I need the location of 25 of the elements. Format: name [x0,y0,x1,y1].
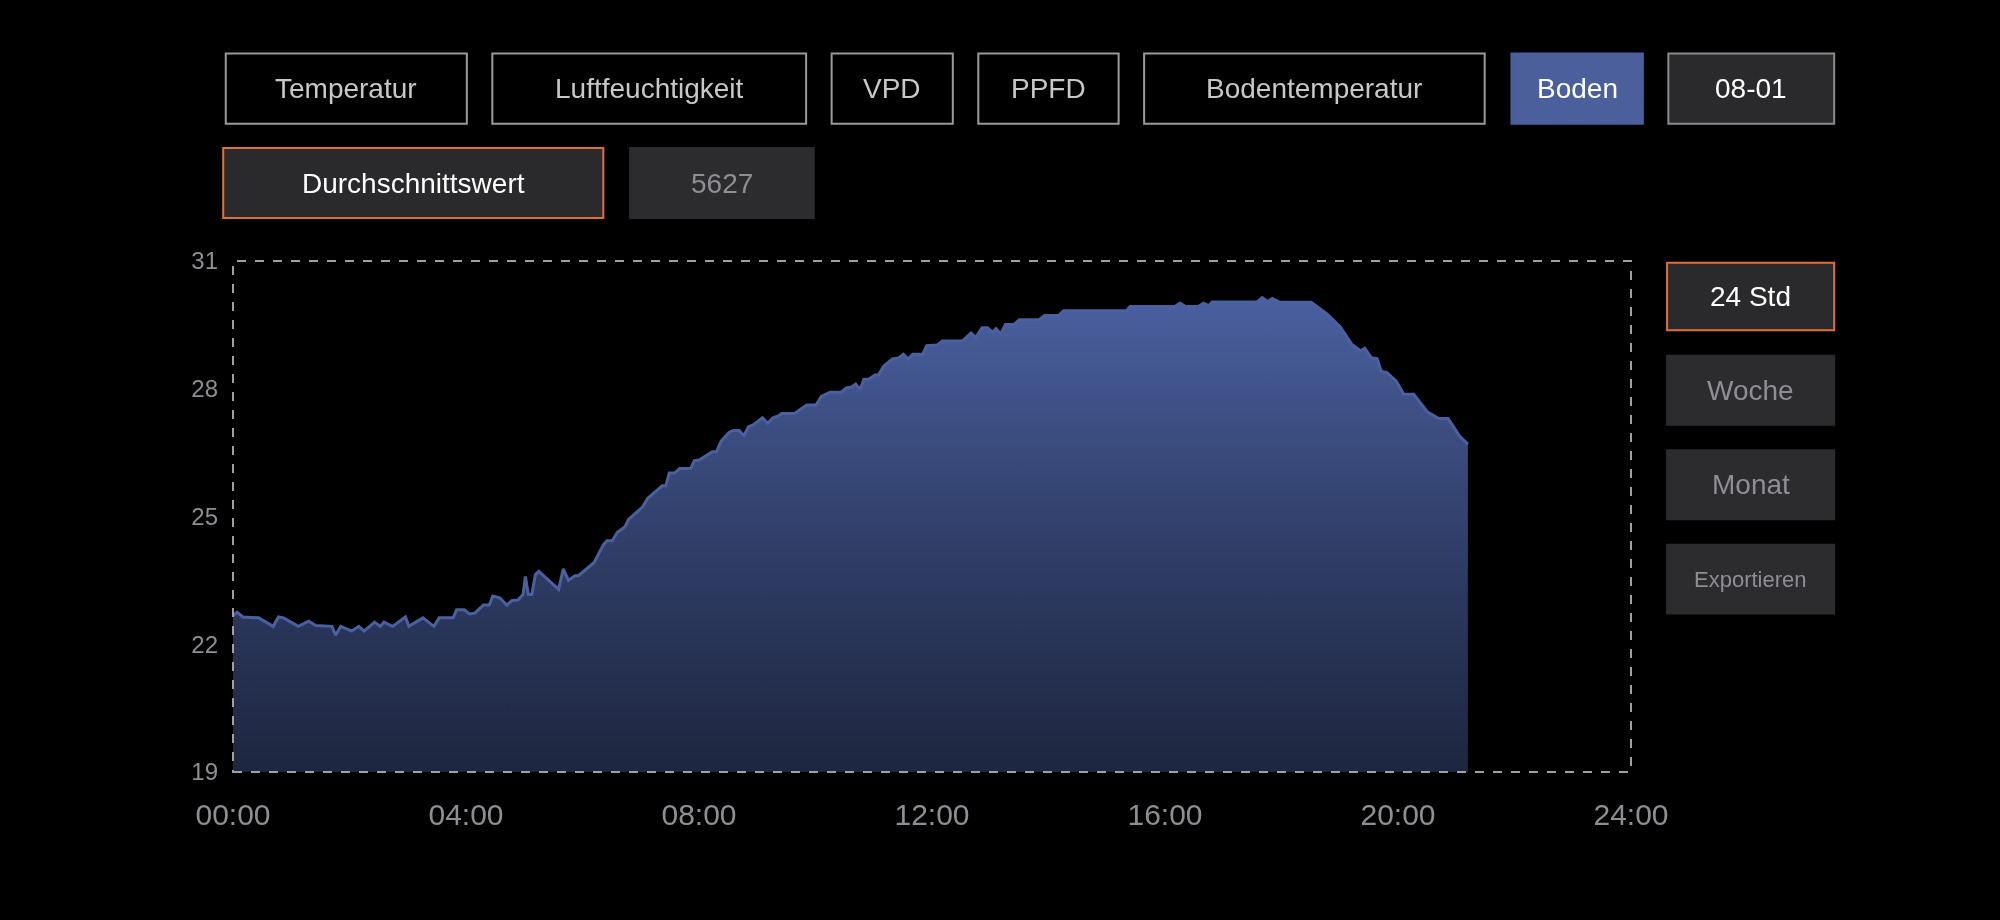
text: Monat [1712,469,1791,500]
y-tick-label: 25 [191,502,218,530]
y-tick-label: 19 [191,758,218,786]
y-tick-label: 28 [191,375,218,403]
text: 24 Std [1710,281,1791,312]
text: Woche [1707,375,1794,406]
text: Exportieren [1694,567,1807,592]
x-tick-label: 24:00 [1593,798,1669,831]
x-tick-label: 16:00 [1127,798,1203,831]
y-tick-label: 31 [191,247,218,275]
text: VPD [863,73,921,104]
text: Boden [1537,73,1618,104]
text: Temperatur [275,73,417,104]
x-tick-label: 00:00 [195,798,271,831]
y-tick-label: 22 [191,630,218,658]
text: Luftfeuchtigkeit [555,73,744,104]
text: 5627 [691,168,754,199]
x-tick-label: 20:00 [1360,798,1436,831]
x-tick-label: 08:00 [661,798,737,831]
text: 08-01 [1715,73,1787,104]
text: Bodentemperatur [1206,73,1423,104]
text: Durchschnittswert [302,168,525,199]
x-tick-label: 12:00 [894,798,970,831]
x-tick-label: 04:00 [428,798,504,831]
text: PPFD [1011,73,1086,104]
